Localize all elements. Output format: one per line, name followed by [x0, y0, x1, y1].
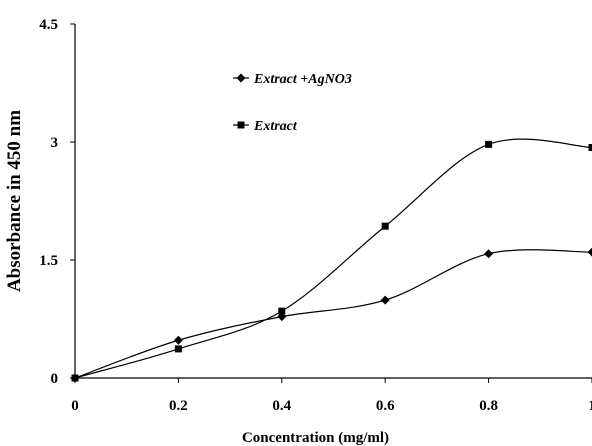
- y-tick-label: 0: [51, 371, 59, 387]
- legend-label: Extract +AgNO3: [253, 72, 352, 87]
- legend: Extract +AgNO3 Extract: [233, 72, 352, 134]
- x-tick-label: 0.2: [169, 398, 188, 414]
- diamond-point: [380, 295, 390, 305]
- diamond-point: [484, 249, 494, 259]
- legend-square-icon: [237, 121, 245, 129]
- x-tick-label: 0.8: [479, 398, 498, 414]
- series-group: [70, 138, 592, 383]
- square-point: [174, 345, 182, 353]
- square-point: [278, 307, 286, 315]
- legend-diamond-icon: [236, 73, 246, 83]
- legend-item: Extract +AgNO3: [233, 72, 352, 87]
- tick-group: 0 0.2 0.4 0.6 0.8 1 0 1.5 3 4.5: [39, 17, 592, 414]
- x-tick-label: 0.6: [376, 398, 395, 414]
- legend-item: Extract: [233, 119, 298, 134]
- diamond-point: [587, 247, 592, 257]
- legend-label: Extract: [253, 119, 298, 134]
- x-tick-label: 1: [588, 398, 592, 414]
- y-tick-label: 1.5: [39, 253, 58, 269]
- y-tick-label: 4.5: [39, 17, 58, 33]
- series-diamond: [70, 247, 592, 383]
- x-tick-label: 0: [71, 398, 79, 414]
- series-line: [74, 138, 592, 379]
- series-square: [71, 138, 592, 382]
- square-point: [71, 374, 79, 382]
- square-point: [381, 222, 389, 230]
- diamond-point: [173, 335, 183, 345]
- y-tick-label: 3: [51, 135, 59, 151]
- y-axis-title: Absorbance in 450 nm: [4, 110, 25, 292]
- series-line: [74, 249, 592, 379]
- square-point: [485, 140, 493, 148]
- square-point: [588, 144, 592, 152]
- x-tick-label: 0.4: [272, 398, 291, 414]
- axes: [74, 24, 592, 379]
- x-axis-title: Concentration (mg/ml): [242, 430, 389, 446]
